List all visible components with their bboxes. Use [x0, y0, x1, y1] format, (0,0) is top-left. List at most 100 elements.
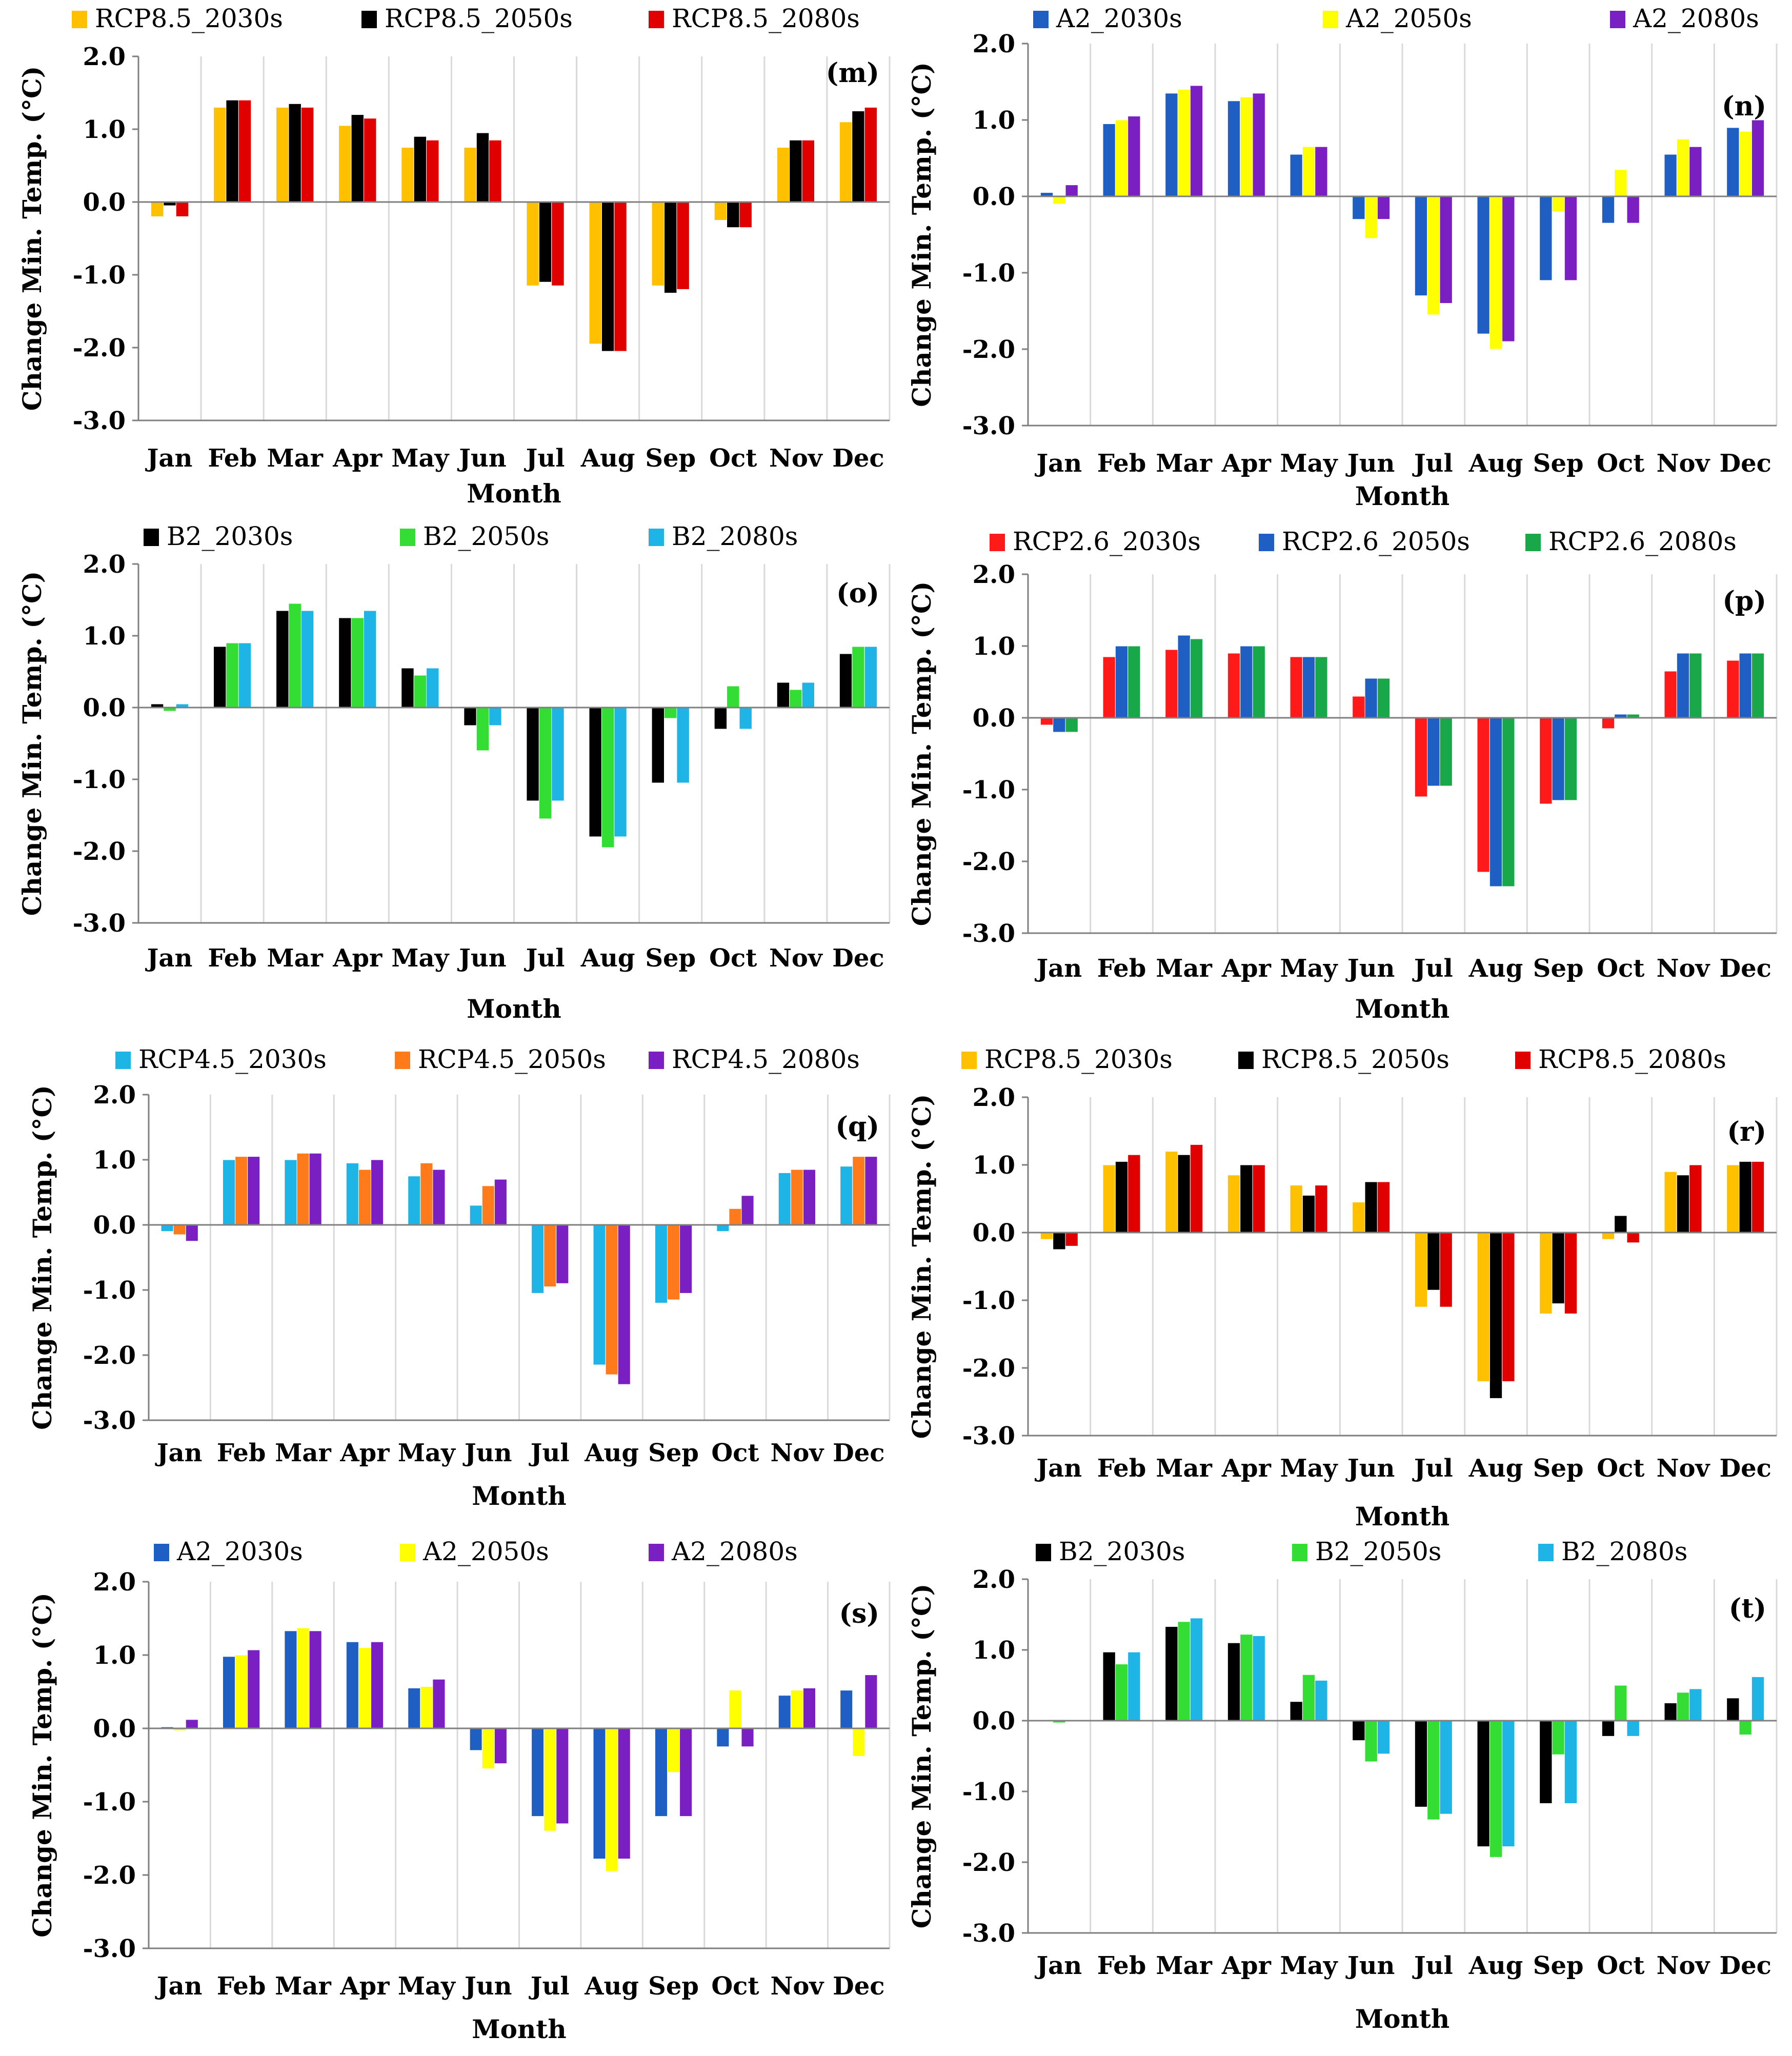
y-tick-label: -2.0 — [962, 1354, 1015, 1383]
bar-B2_2030s-Oct — [714, 707, 728, 730]
legend-label-RCP8.5_2080s: RCP8.5_2080s — [672, 4, 860, 33]
bar-RCP8.5_2080s-May — [1315, 1185, 1328, 1233]
x-tick-label: Oct — [709, 444, 757, 473]
bar-A2_2050s-Apr — [1240, 96, 1253, 197]
x-tick-label: May — [398, 1972, 456, 2001]
bar-RCP2.6_2050s-Mar — [1177, 635, 1191, 718]
x-tick-label: Jan — [145, 944, 193, 973]
bar-RCP8.5_2080s-Oct — [739, 201, 752, 228]
bar-RCP8.5_2030s-Feb — [1102, 1164, 1116, 1233]
bar-A2_2050s-May — [1302, 146, 1316, 197]
y-tick-label: -2.0 — [962, 1848, 1015, 1877]
bar-RCP8.5_2030s-Nov — [1664, 1171, 1677, 1233]
bar-A2_2050s-Jun — [481, 1728, 495, 1769]
bar-RCP8.5_2030s-May — [401, 147, 414, 203]
bar-RCP2.6_2030s-Nov — [1664, 671, 1677, 718]
x-tick-label: Mar — [1156, 954, 1212, 983]
x-tick-label: Dec — [832, 444, 884, 473]
legend-label-B2_2030s: B2_2030s — [167, 521, 293, 551]
bar-RCP8.5_2050s-Feb — [1115, 1161, 1129, 1233]
bar-A2_2080s-Jun — [1377, 196, 1391, 220]
x-tick-label: Jan — [1034, 1951, 1082, 1980]
legend-label-A2_2030s: A2_2030s — [1056, 4, 1182, 33]
bar-RCP8.5_2030s-Feb — [213, 107, 227, 203]
x-tick-label: Mar — [267, 944, 323, 973]
bar-RCP2.6_2030s-Jan — [1040, 717, 1054, 725]
bar-A2_2080s-Nov — [1689, 146, 1702, 197]
bar-B2_2030s-Apr — [338, 617, 352, 708]
bar-A2_2080s-Mar — [1190, 85, 1203, 197]
bar-RCP8.5_2030s-Aug — [1477, 1232, 1490, 1382]
legend-label-A2_2030s: A2_2030s — [176, 1537, 303, 1566]
bar-RCP8.5_2030s-Jun — [464, 147, 477, 203]
panel-label: (r) — [1727, 1116, 1766, 1147]
bar-A2_2050s-Jul — [1427, 196, 1440, 315]
y-tick-label: 0.0 — [93, 1715, 136, 1743]
bar-B2_2030s-Apr — [1227, 1642, 1241, 1721]
x-tick-label: May — [391, 444, 450, 473]
x-tick-label: Sep — [648, 1972, 699, 2001]
y-tick-label: 2.0 — [93, 1081, 136, 1110]
bar-RCP8.5_2050s-Aug — [1489, 1232, 1503, 1399]
bar-RCP8.5_2030s-Jul — [526, 201, 539, 286]
y-tick-label: -1.0 — [73, 765, 126, 794]
panel-label: (n) — [1722, 91, 1766, 122]
y-tick-label: -2.0 — [962, 335, 1015, 364]
x-tick-label: Dec — [832, 944, 884, 973]
chart-panel-p: 2.0 1.0 0.0 -1.0 -2.0 -3.0 Jan Feb Mar Apr May Jun J… — [907, 527, 1778, 1024]
bar-B2_2030s-Nov — [776, 682, 790, 708]
bar-RCP8.5_2080s-Aug — [1502, 1232, 1515, 1382]
bar-B2_2080s-Oct — [1626, 1720, 1640, 1737]
bar-B2_2030s-Jun — [1352, 1720, 1365, 1741]
bar-RCP8.5_2050s-Jul — [538, 201, 552, 283]
x-tick-label: Sep — [648, 1439, 699, 1467]
bar-RCP2.6_2050s-Feb — [1115, 646, 1129, 718]
x-tick-label: Jan — [155, 1439, 203, 1467]
bar-RCP4.5_2030s-Dec — [840, 1166, 853, 1225]
bar-B2_2030s-Oct — [1601, 1720, 1615, 1737]
bar-A2_2030s-Oct — [716, 1728, 730, 1747]
y-tick-label: 2.0 — [972, 1565, 1015, 1594]
bar-RCP8.5_2050s-Apr — [1240, 1164, 1253, 1233]
chart-panel-n: 2.0 1.0 0.0 -1.0 -2.0 -3.0 Jan Feb Mar Apr May Jun J… — [907, 4, 1778, 511]
panel-label: (t) — [1729, 1593, 1766, 1624]
bar-RCP4.5_2080s-Mar — [309, 1153, 322, 1225]
bar-B2_2050s-Mar — [288, 603, 301, 708]
bar-A2_2050s-Oct — [729, 1690, 742, 1729]
panel-label: (p) — [1722, 586, 1766, 617]
bar-B2_2050s-Nov — [1676, 1692, 1690, 1721]
bar-RCP8.5_2050s-Feb — [226, 99, 239, 203]
x-tick-label: Nov — [770, 1439, 824, 1467]
bar-RCP4.5_2050s-Feb — [235, 1156, 248, 1225]
y-tick-label: -3.0 — [73, 909, 126, 938]
bar-A2_2030s-Nov — [1664, 154, 1677, 197]
bar-RCP4.5_2030s-Apr — [346, 1162, 359, 1225]
x-tick-label: Jul — [524, 944, 565, 973]
x-tick-label: Jul — [1412, 449, 1453, 478]
bar-RCP8.5_2080s-Jun — [1377, 1181, 1391, 1233]
x-tick-label: Nov — [1657, 1454, 1711, 1483]
y-tick-label: 2.0 — [972, 560, 1015, 589]
y-tick-label: -3.0 — [83, 1406, 136, 1435]
legend-swatch-A2_2050s — [1323, 11, 1338, 28]
bar-RCP8.5_2030s-Mar — [276, 107, 289, 203]
bar-A2_2080s-Oct — [1626, 196, 1640, 224]
bar-RCP4.5_2050s-Jul — [543, 1224, 557, 1287]
y-tick-label: -2.0 — [83, 1341, 136, 1370]
bar-A2_2050s-Nov — [1676, 138, 1690, 197]
x-tick-label: Aug — [580, 944, 635, 973]
bar-A2_2030s-Jun — [469, 1728, 482, 1751]
y-tick-label: 0.0 — [972, 1219, 1015, 1247]
bar-RCP8.5_2080s-Sep — [676, 201, 690, 290]
x-tick-label: Nov — [1657, 954, 1711, 983]
bar-RCP4.5_2080s-Nov — [802, 1169, 816, 1225]
bar-B2_2030s-Jun — [464, 707, 477, 726]
bar-RCP2.6_2080s-Nov — [1689, 653, 1702, 718]
bar-B2_2080s-Jun — [489, 707, 502, 726]
bar-B2_2030s-Jul — [526, 707, 539, 801]
x-tick-label: Nov — [1657, 449, 1711, 478]
bar-RCP2.6_2080s-May — [1315, 656, 1328, 718]
x-tick-label: Aug — [584, 1439, 639, 1467]
bar-A2_2080s-Oct — [741, 1728, 754, 1747]
bar-RCP8.5_2080s-Mar — [300, 107, 314, 203]
